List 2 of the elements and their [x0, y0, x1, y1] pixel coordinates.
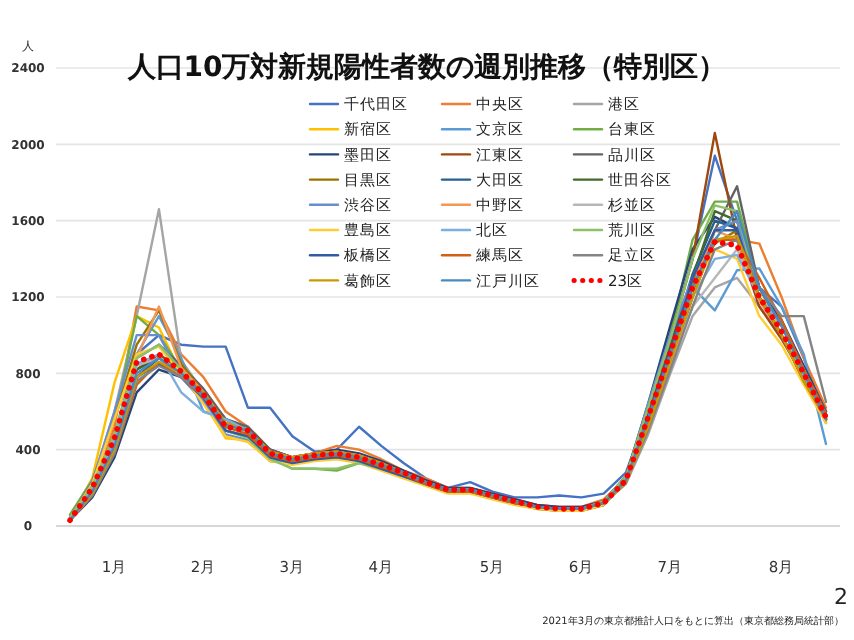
chart-title: 人口10万対新規陽性者数の週別推移（特別区）: [125, 50, 727, 84]
text: 2: [834, 584, 848, 610]
